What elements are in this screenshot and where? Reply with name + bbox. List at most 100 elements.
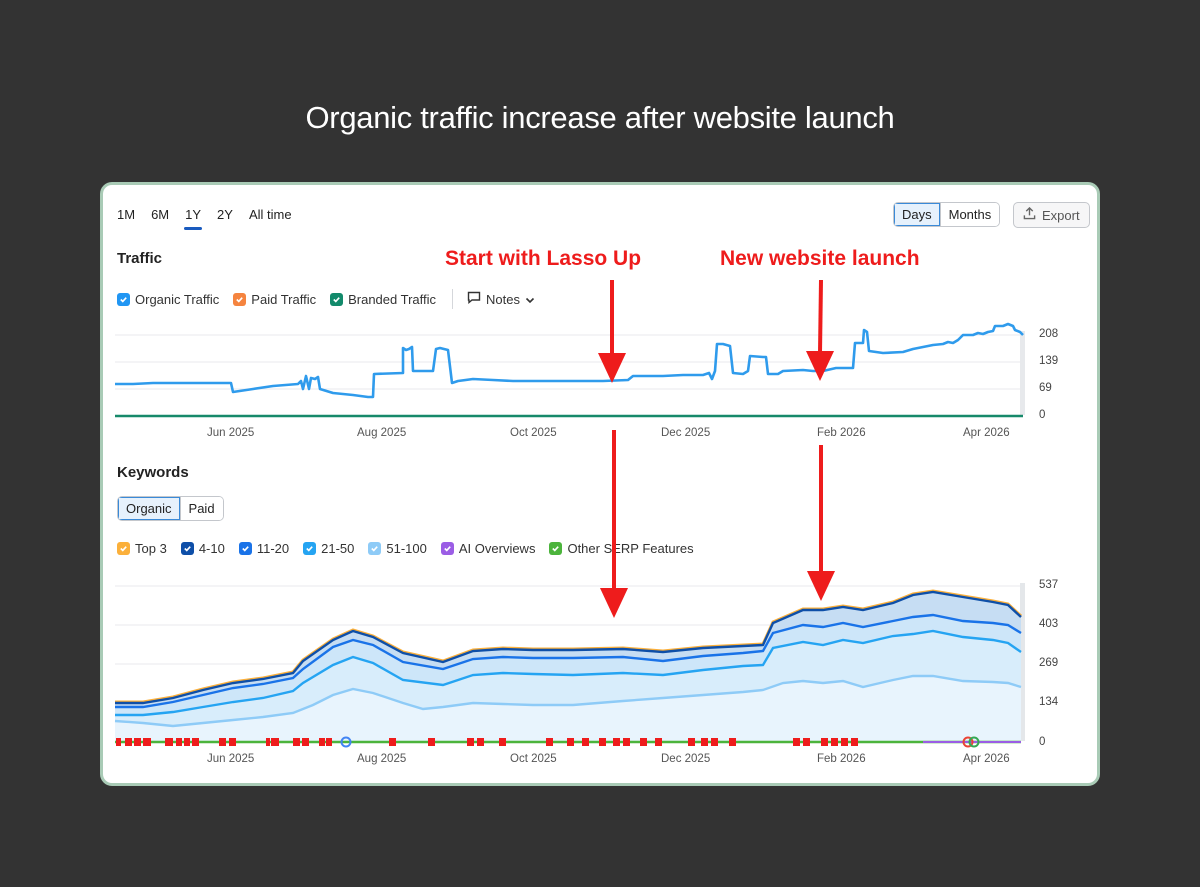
legend-label: 51-100 [386, 541, 427, 556]
x-tick: Dec 2025 [661, 753, 711, 765]
x-tick: Oct 2025 [510, 753, 557, 765]
traffic-legend: Organic Traffic Paid Traffic Branded Tra… [117, 289, 535, 309]
annotation-new-website-launch: New website launch [720, 247, 920, 270]
area-21-50 [115, 631, 1021, 742]
y-tick: 134 [1039, 696, 1059, 708]
x-tick: Dec 2025 [661, 427, 711, 439]
keywords-gridlines [115, 585, 1025, 704]
checkbox-icon [440, 542, 454, 555]
arrow-line [818, 279, 823, 354]
legend-label: Organic Traffic [135, 291, 220, 307]
months-button[interactable]: Months [939, 203, 1000, 226]
range-tabs: 1M 6M 1Y 2Y All time [117, 207, 308, 230]
checkbox-icon [330, 292, 344, 306]
arrow-down-icon [806, 351, 834, 381]
y-tick: 0 [1039, 736, 1046, 748]
organic-traffic-line [115, 322, 1024, 399]
legend-label: 21-50 [321, 541, 355, 556]
headline: Organic traffic increase after website l… [305, 100, 895, 135]
export-button[interactable]: Export [1013, 202, 1090, 228]
arrow-down-icon [600, 588, 628, 618]
legend-51-100[interactable]: 51-100 [368, 541, 427, 556]
organic-button[interactable]: Organic [118, 497, 180, 520]
legend-paid-traffic[interactable]: Paid Traffic [233, 292, 316, 307]
upload-icon [1023, 206, 1036, 223]
legend-4-10[interactable]: 4-10 [180, 541, 225, 556]
comment-icon [467, 291, 481, 307]
legend-label: 4-10 [198, 541, 225, 556]
legend-label: Top 3 [135, 541, 167, 556]
x-tick: Feb 2026 [817, 427, 866, 439]
x-tick: Oct 2025 [510, 427, 557, 439]
x-tick: Jun 2025 [207, 753, 255, 765]
arrow-down-icon [807, 571, 835, 601]
line-21-50 [115, 629, 1022, 717]
area-4-10 [115, 592, 1021, 742]
traffic-title: Traffic [117, 250, 163, 267]
legend-organic-traffic[interactable]: Organic Traffic [117, 292, 219, 307]
range-tab-all-time[interactable]: All time [248, 207, 292, 222]
range-tab-2y[interactable]: 2Y [217, 207, 233, 222]
area-11-20 [115, 615, 1021, 742]
y-tick: 69 [1039, 382, 1052, 394]
range-tab-1y[interactable]: 1Y [184, 207, 202, 230]
analytics-panel: 1M 6M 1Y 2Y All time Days Months Export … [100, 182, 1100, 786]
line-4-10 [115, 590, 1022, 705]
y-tick: 0 [1039, 409, 1046, 421]
export-label: Export [1042, 207, 1080, 223]
y-tick: 403 [1039, 618, 1059, 630]
y-tick: 139 [1039, 355, 1059, 367]
y-tick: 269 [1039, 657, 1059, 669]
notes-dropdown[interactable]: Notes [467, 291, 535, 307]
checkbox-icon [180, 542, 194, 555]
legend-other-serp-features[interactable]: Other SERP Features [549, 541, 694, 556]
notes-label: Notes [486, 291, 520, 307]
x-tick: Feb 2026 [817, 753, 866, 765]
area-51-100 [115, 676, 1021, 742]
x-tick: Aug 2025 [357, 427, 407, 439]
arrow-down-icon [598, 353, 626, 383]
line-top-3 [115, 589, 1023, 704]
checkbox-icon [238, 542, 252, 555]
traffic-chart [115, 322, 1025, 418]
keywords-legend: Top 3 4-10 11-20 21-50 51-100 AI Overvie… [117, 541, 708, 556]
x-tick: Apr 2026 [963, 753, 1010, 765]
days-button[interactable]: Days [894, 203, 940, 226]
legend-21-50[interactable]: 21-50 [303, 541, 354, 556]
checkbox-icon [303, 542, 317, 555]
line-51-100 [114, 674, 1022, 728]
checkbox-icon [549, 542, 563, 555]
google-update-icon [340, 736, 980, 748]
legend-label: Paid Traffic [251, 291, 317, 307]
keyword-type-toggle: Organic Paid [117, 496, 224, 521]
legend-label: 11-20 [256, 541, 290, 556]
x-tick: Jun 2025 [207, 427, 255, 439]
legend-branded-traffic[interactable]: Branded Traffic [330, 292, 436, 307]
checkbox-icon [233, 292, 247, 306]
annotation-arrows [598, 279, 835, 618]
line-11-20 [115, 613, 1022, 709]
legend-top-3[interactable]: Top 3 [117, 541, 167, 556]
legend-ai-overviews[interactable]: AI Overviews [440, 541, 536, 556]
legend-label: AI Overviews [458, 541, 536, 556]
legend-label: Branded Traffic [348, 291, 437, 307]
annotation-start-lasso-up: Start with Lasso Up [445, 247, 642, 270]
x-tick: Apr 2026 [963, 427, 1010, 439]
range-tab-1m[interactable]: 1M [117, 207, 136, 222]
paid-button[interactable]: Paid [179, 497, 223, 520]
checkbox-icon [368, 542, 382, 555]
legend-label: Other SERP Features [567, 541, 694, 556]
traffic-gridlines [115, 334, 1025, 390]
keywords-title: Keywords [117, 464, 189, 481]
legend-11-20[interactable]: 11-20 [238, 541, 290, 556]
event-flags [116, 738, 858, 746]
chevron-down-icon [525, 292, 535, 307]
range-tab-6m[interactable]: 6M [151, 207, 170, 222]
checkbox-icon [117, 292, 130, 306]
y-tick: 537 [1039, 579, 1059, 591]
y-tick: 208 [1039, 328, 1059, 340]
keywords-chart [114, 583, 1025, 748]
x-tick: Aug 2025 [357, 753, 407, 765]
checkbox-icon [117, 542, 130, 555]
legend-divider [452, 289, 454, 309]
